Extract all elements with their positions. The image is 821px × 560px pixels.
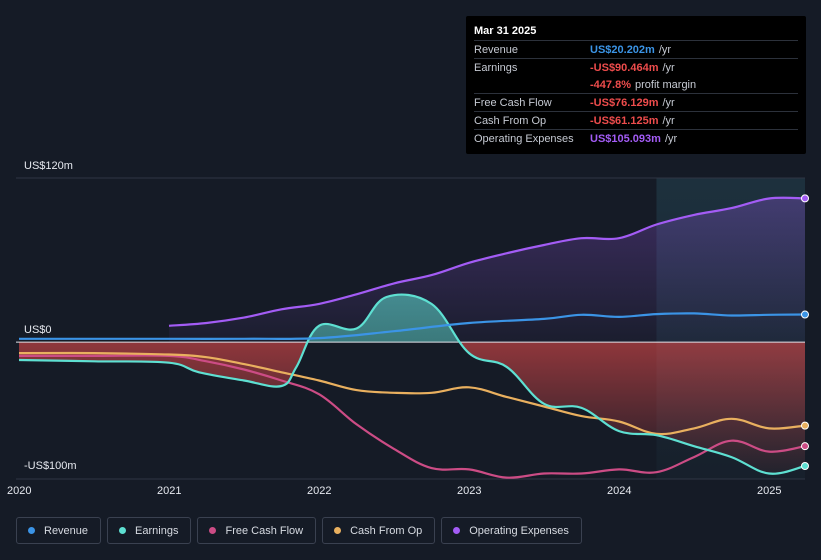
legend-item-revenue[interactable]: Revenue (16, 517, 102, 544)
series-end-dots (801, 194, 809, 471)
legend-item-earnings[interactable]: Earnings (107, 517, 192, 544)
earnings-end-point (801, 462, 809, 471)
legend-dot-icon (453, 527, 461, 534)
tooltip-unit: /yr (662, 114, 675, 127)
legend-item-free-cash-flow[interactable]: Free Cash Flow (197, 517, 317, 544)
tooltip-value: -447.8% (590, 78, 631, 91)
free-cash-flow-line (18, 354, 806, 479)
cash-from-op-line (18, 351, 806, 436)
legend-label: Cash From Op (350, 524, 423, 537)
tooltip-value: -US$90.464m (590, 61, 659, 74)
x-tick-label: 2024 (607, 485, 632, 497)
tooltip-value: US$105.093m (590, 132, 661, 145)
tooltip-value: -US$76.129m (590, 96, 659, 109)
earnings-line (18, 293, 806, 475)
tooltip-date: Mar 31 2025 (474, 25, 537, 37)
operating-expenses-end-point (801, 194, 809, 203)
tooltip-row-revenue: Revenue US$20.202m /yr (474, 40, 798, 58)
x-tick-label: 2021 (157, 485, 182, 497)
tooltip-label: Operating Expenses (474, 132, 574, 145)
cash-from-op-end-point (801, 421, 809, 430)
earnings-positive-area (307, 294, 460, 343)
tooltip-value: -US$61.125m (590, 114, 659, 127)
operating-expenses-line (168, 196, 806, 327)
operating-expenses-area (169, 197, 805, 343)
legend-item-operating-expenses[interactable]: Operating Expenses (441, 517, 582, 544)
tooltip-label: Free Cash Flow (474, 96, 552, 109)
legend: Revenue Earnings Free Cash Flow Cash Fro… (16, 517, 582, 544)
tooltip-row-cash-from-op: Cash From Op -US$61.125m /yr (474, 111, 798, 129)
tooltip-row-earnings: Earnings -US$90.464m /yr (474, 58, 798, 76)
tooltip-unit: profit margin (634, 78, 697, 91)
legend-label: Operating Expenses (469, 524, 569, 537)
revenue-line (19, 312, 806, 340)
tooltip-label: Earnings (474, 61, 518, 74)
legend-item-cash-from-op[interactable]: Cash From Op (322, 517, 436, 544)
legend-dot-icon (28, 527, 35, 534)
tooltip-value: US$20.202m (590, 43, 655, 56)
legend-label: Revenue (44, 524, 89, 537)
tooltip-label: Revenue (474, 43, 519, 56)
y-tick-label-bottom: -US$100m (24, 460, 77, 472)
tooltip-unit: /yr (658, 43, 672, 56)
y-tick-label-zero: US$0 (24, 324, 52, 336)
y-tick-label-top: US$120m (24, 160, 73, 172)
legend-label: Free Cash Flow (225, 524, 304, 537)
revenue-end-point (801, 310, 809, 319)
tooltip-panel: Mar 31 2025 Revenue US$20.202m /yr Earni… (466, 16, 806, 154)
tooltip-label: Cash From Op (474, 114, 547, 127)
tooltip-unit: /yr (662, 61, 675, 74)
tooltip-row-operating-expenses: Operating Expenses US$105.093m /yr (474, 129, 798, 147)
legend-dot-icon (119, 527, 127, 534)
x-tick-label: 2022 (307, 485, 332, 497)
tooltip-row-free-cash-flow: Free Cash Flow -US$76.129m /yr (474, 93, 798, 111)
legend-label: Earnings (135, 524, 179, 537)
x-tick-label: 2023 (457, 485, 482, 497)
legend-dot-icon (334, 527, 342, 534)
x-tick-label: 2020 (7, 485, 32, 497)
tooltip-unit: /yr (664, 132, 678, 145)
legend-dot-icon (209, 527, 217, 534)
series-lines (18, 196, 806, 479)
x-tick-label: 2025 (757, 485, 782, 497)
tooltip-unit: /yr (662, 96, 675, 109)
free-cash-flow-end-point (801, 442, 809, 451)
tooltip-row-profit-margin: -447.8% profit margin (474, 76, 798, 93)
